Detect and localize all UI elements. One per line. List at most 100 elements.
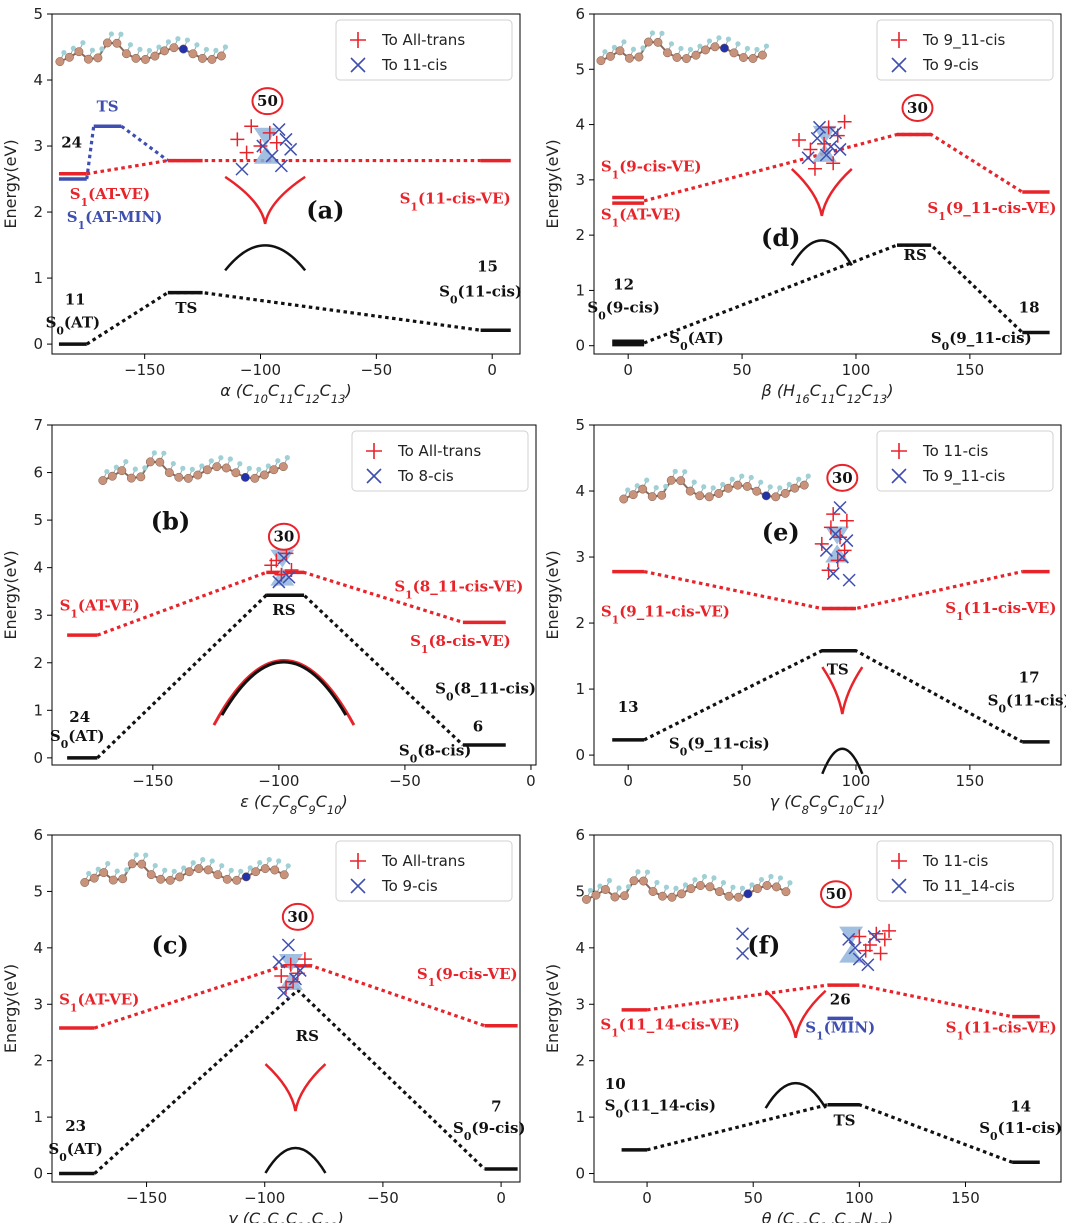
- trajectory-count: 30: [273, 528, 294, 546]
- ci-lower-curve: [790, 239, 853, 267]
- legend-entry: To 8-cis: [397, 467, 454, 485]
- x-tick-label: 150: [956, 361, 985, 379]
- hop-marker-x: [824, 140, 838, 154]
- molecule-hydrogen: [710, 485, 716, 491]
- panel-a: 0 1 2 3 4 5 −150 −100 −50 0 Energy(eV) α (C10C11C12…: [1, 5, 522, 406]
- molecule-atom: [648, 887, 658, 896]
- state-label: S0(AT): [50, 727, 105, 751]
- molecule-hydrogen: [758, 479, 764, 485]
- molecule-hydrogen: [744, 45, 751, 52]
- molecule-hydrogen: [682, 882, 689, 888]
- ci-upper-curve: [821, 666, 864, 715]
- molecule-hydrogen: [767, 484, 773, 490]
- hop-marker-plus: [262, 125, 277, 140]
- molecule-hydrogen: [208, 458, 214, 464]
- panel-letter: (f): [747, 930, 780, 959]
- molecule-hydrogen: [105, 861, 111, 867]
- state-label: S1(9-cis-VE): [601, 158, 702, 182]
- molecule-hydrogen: [219, 863, 225, 869]
- plot-frame: [51, 834, 521, 1183]
- molecule-atom: [714, 489, 724, 498]
- hop-marker-plus: [814, 536, 829, 551]
- molecule-hydrogen: [668, 41, 675, 47]
- y-tick-label: 0: [575, 337, 585, 355]
- hop-marker-x: [284, 142, 298, 156]
- state-label: TS: [175, 299, 197, 317]
- molecule-hydrogen: [118, 31, 124, 37]
- molecule-atom: [145, 457, 155, 467]
- x-axis-label: β (H16C11C12C13): [761, 381, 894, 406]
- hop-marker-x: [867, 930, 881, 944]
- molecule-hydrogen: [663, 483, 669, 489]
- legend: To All-trans To 11-cis: [335, 19, 513, 81]
- legend-entry: To 9-cis: [922, 56, 979, 74]
- molecule-atom: [178, 44, 188, 54]
- y-tick-label: 5: [33, 5, 43, 23]
- hop-marker-x: [819, 148, 833, 162]
- hop-marker-plus: [839, 513, 854, 528]
- molecule-atom: [682, 54, 691, 63]
- molecule-atom: [638, 484, 648, 494]
- molecule-atom: [251, 867, 261, 877]
- energy-path-black: [646, 1103, 1013, 1164]
- molecule-hydrogen: [739, 885, 746, 891]
- hop-marker-x: [277, 986, 291, 1000]
- molecule-hydrogen: [634, 483, 640, 489]
- molecule-atom: [696, 881, 705, 890]
- hop-marker-plus: [269, 135, 284, 150]
- trajectory-count: 30: [907, 99, 928, 117]
- molecule-atom: [240, 472, 250, 482]
- molecule-structure: [55, 31, 229, 67]
- molecule-hydrogen: [644, 869, 651, 875]
- molecule-hydrogen: [640, 45, 646, 51]
- trajectory-count-circle: [826, 463, 859, 492]
- molecule-hydrogen: [165, 39, 172, 45]
- plot-frame: [593, 13, 1062, 355]
- molecule-atom: [112, 38, 122, 48]
- molecule-atom: [615, 46, 625, 56]
- molecule-hydrogen: [735, 41, 741, 47]
- hop-marker-x: [736, 946, 750, 961]
- molecule-hydrogen: [644, 477, 650, 483]
- hop-marker-x: [288, 972, 302, 986]
- x-tick-label: 150: [956, 772, 985, 790]
- legend-entry: To All-trans: [397, 442, 481, 460]
- state-label: S1(11-cis-VE): [400, 189, 511, 213]
- y-tick-label: 6: [575, 826, 585, 844]
- trajectory-count-circle: [267, 522, 300, 551]
- y-tick-label: 4: [33, 559, 43, 577]
- molecule-atom: [685, 486, 695, 496]
- molecule-hydrogen: [749, 882, 755, 888]
- state-label: S0(9-cis): [453, 1119, 526, 1143]
- y-tick-label: 2: [575, 226, 585, 244]
- x-tick-label: 100: [842, 361, 871, 379]
- legend-plus-icon: [366, 443, 382, 459]
- molecule-atom: [64, 52, 74, 62]
- legend-x-icon: [350, 57, 366, 73]
- legend-box: [876, 430, 1054, 492]
- molecule-atom: [80, 878, 90, 887]
- molecule-hydrogen: [181, 865, 187, 871]
- molecule-atom: [140, 54, 150, 64]
- y-tick-label: 1: [33, 701, 43, 719]
- y-axis-label: Energy(eV): [543, 964, 562, 1053]
- molecule-hydrogen: [663, 884, 670, 890]
- molecule-atom: [772, 882, 781, 892]
- hop-marker-x: [272, 575, 286, 589]
- hop-marker-plus: [239, 145, 254, 160]
- legend-entry: To All-trans: [381, 852, 465, 870]
- ci-upper-curve: [264, 1063, 327, 1112]
- molecule-atom: [131, 53, 141, 63]
- y-tick-label: 1: [575, 680, 585, 698]
- hop-marker-x: [842, 932, 856, 946]
- molecule-atom: [136, 472, 146, 482]
- trajectory-count: 30: [287, 908, 308, 926]
- molecule-atom: [156, 874, 166, 884]
- molecule-hydrogen: [587, 887, 594, 894]
- molecule-hydrogen: [720, 880, 727, 886]
- molecule-hydrogen: [89, 47, 96, 53]
- molecule-hydrogen: [161, 450, 167, 456]
- molecule-hydrogen: [659, 30, 665, 36]
